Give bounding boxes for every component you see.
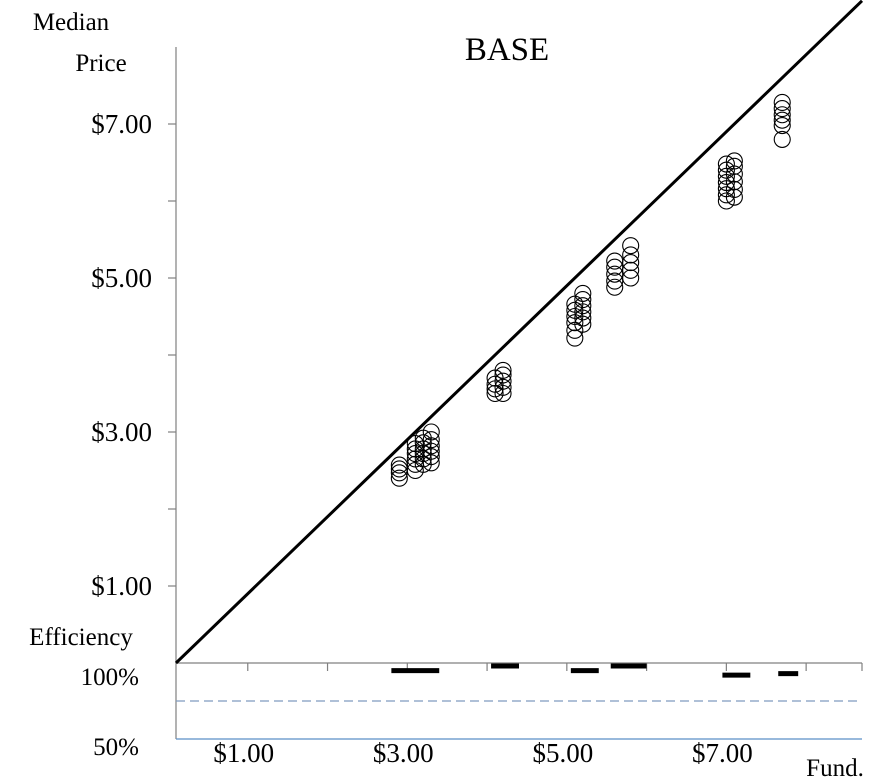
x-tick-label: $3.00 [373,738,434,768]
y-axis-label-line-1: Median [33,9,110,36]
y-tick-label: $5.00 [91,263,152,293]
axes-group [168,47,862,739]
y-tick-label: $3.00 [91,417,152,447]
x-tick-label: $1.00 [213,738,274,768]
reference-line-group [176,1,862,663]
y-tick-label: $1.00 [91,571,152,601]
efficiency-tick-label: 100% [81,664,139,691]
y-axis-label-line-2: Price [75,50,126,77]
efficiency-label: Efficiency [29,624,133,651]
reference-line [176,1,862,663]
efficiency-panel [176,666,862,739]
x-tick-label: $5.00 [532,738,593,768]
x-tick-label: $7.00 [692,738,753,768]
scatter-point [623,238,639,254]
chart-title: BASE [465,32,549,68]
y-tick-label: $7.00 [91,109,152,139]
scatter-points-group [391,94,790,486]
x-axis-label: Fund. [806,755,864,782]
scatter-point [391,461,407,477]
efficiency-tick-label: 50% [93,734,139,761]
